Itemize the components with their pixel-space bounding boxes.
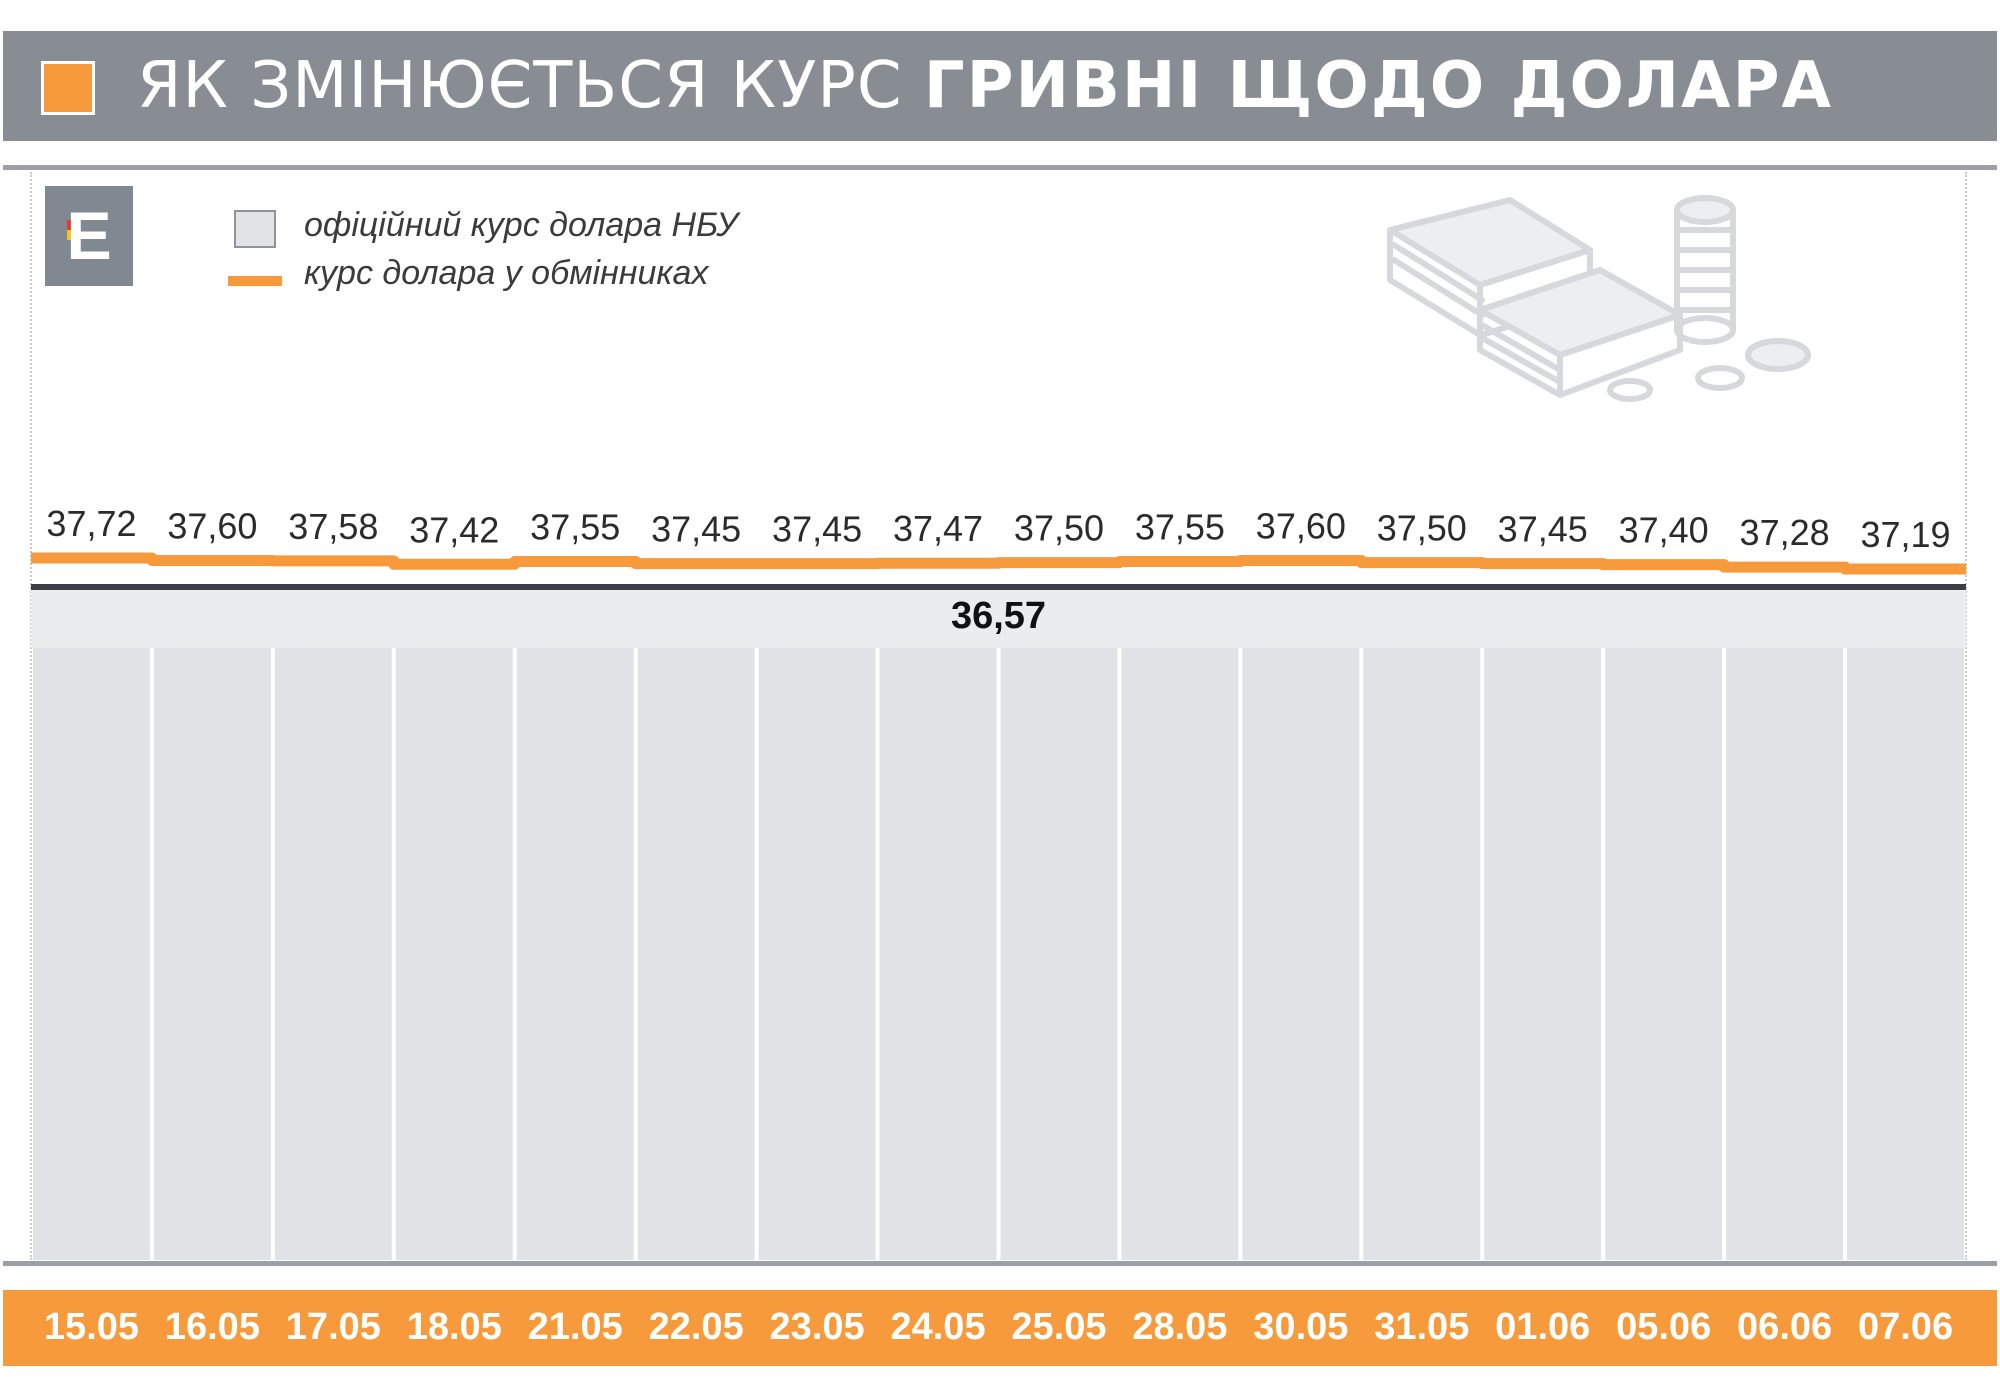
logo-red-dot xyxy=(67,220,77,230)
exchange-rate-label: 37,40 xyxy=(1619,510,1709,551)
legend-official-swatch xyxy=(234,210,276,248)
date-tick-label: 17.05 xyxy=(285,1306,381,1348)
date-tick-label: 22.05 xyxy=(648,1306,744,1348)
exchange-rate-label: 37,45 xyxy=(772,509,862,550)
official-bar xyxy=(1726,648,1844,1260)
date-axis: 15.05 16.05 17.05 18.05 21.05 22.05 23.05 24.05… xyxy=(3,1290,1997,1366)
date-tick-label: 25.05 xyxy=(1011,1306,1107,1348)
exchange-rate-labels: 37,72 37,60 37,58 37,42 37,55 37,45 37,45 37,47… xyxy=(46,503,1950,555)
date-tick-label: 30.05 xyxy=(1253,1306,1349,1348)
legend-exchange-swatch xyxy=(228,276,282,286)
exchange-rate-label: 37,47 xyxy=(893,508,983,549)
legend-official-label: офіційний курс долара НБУ xyxy=(304,206,738,244)
official-bar xyxy=(516,648,634,1260)
official-rate-baseline xyxy=(31,584,1966,590)
official-bar xyxy=(1121,648,1239,1260)
official-bar xyxy=(153,648,271,1260)
official-bar xyxy=(1000,648,1118,1260)
date-tick-label: 05.06 xyxy=(1616,1306,1712,1348)
date-tick-label: 15.05 xyxy=(43,1306,140,1348)
official-bar xyxy=(1605,648,1723,1260)
official-bar xyxy=(1242,648,1360,1260)
exchange-rate-label: 37,58 xyxy=(288,506,378,547)
date-tick-label: 07.06 xyxy=(1857,1306,1954,1348)
exchange-rate-label: 37,55 xyxy=(1135,507,1225,548)
official-bar xyxy=(33,648,150,1260)
exchange-rate-label: 37,60 xyxy=(167,506,257,547)
exchange-rate-label: 37,55 xyxy=(530,507,620,548)
exchange-rate-line xyxy=(31,552,1966,575)
legend-exchange-label: курс долара у обмінниках xyxy=(304,254,709,292)
exchange-rate-step-line xyxy=(31,552,1966,575)
exchange-rate-label: 37,45 xyxy=(1498,509,1588,550)
exchange-rate-label: 37,28 xyxy=(1740,512,1830,553)
exchange-rate-label: 37,45 xyxy=(651,509,741,550)
chart-title: ЯК ЗМІНЮЄТЬСЯ КУРС ГРИВНІ ЩОДО ДОЛАРА xyxy=(137,53,1833,119)
date-tick-label: 31.05 xyxy=(1374,1306,1470,1348)
title-bold: ГРИВНІ ЩОДО ДОЛАРА xyxy=(923,49,1833,123)
date-tick-label: 28.05 xyxy=(1132,1306,1228,1348)
official-bar xyxy=(758,648,876,1260)
official-bar xyxy=(1484,648,1602,1260)
money-stack-icon xyxy=(1387,195,1811,402)
official-bar xyxy=(1847,648,1964,1260)
exchange-rate-label: 37,50 xyxy=(1014,508,1104,549)
date-tick-label: 06.06 xyxy=(1737,1306,1833,1348)
exchange-rate-label: 37,60 xyxy=(1256,506,1346,547)
right-dotted-border xyxy=(1965,172,1967,1260)
official-bar xyxy=(395,648,513,1260)
exchange-rate-label: 37,72 xyxy=(46,503,136,544)
official-bar xyxy=(274,648,392,1260)
logo-yellow-dot xyxy=(67,230,77,240)
title-light: ЯК ЗМІНЮЄТЬСЯ КУРС xyxy=(137,49,903,123)
logo-letter: E xyxy=(66,198,112,274)
date-tick-label: 01.06 xyxy=(1495,1306,1591,1348)
e-logo-icon: E xyxy=(45,186,133,286)
date-tick-label: 23.05 xyxy=(769,1306,865,1348)
official-bar xyxy=(637,648,755,1260)
exchange-rate-label: 37,19 xyxy=(1860,514,1950,555)
exchange-rate-label: 37,50 xyxy=(1377,508,1467,549)
official-band xyxy=(31,590,1966,648)
exchange-rate-label: 37,42 xyxy=(409,509,499,550)
accent-square-icon xyxy=(41,61,95,115)
left-dotted-border xyxy=(30,172,32,1260)
official-rate-bars: 36,57 xyxy=(31,584,1966,1260)
bottom-divider xyxy=(3,1261,1997,1266)
date-tick-label: 18.05 xyxy=(406,1306,502,1348)
date-tick-label: 24.05 xyxy=(890,1306,986,1348)
official-bar xyxy=(1363,648,1481,1260)
top-divider xyxy=(3,165,1997,170)
date-tick-label: 16.05 xyxy=(164,1306,260,1348)
official-bar xyxy=(879,648,997,1260)
date-tick-label: 21.05 xyxy=(527,1306,623,1348)
header-bar: ЯК ЗМІНЮЄТЬСЯ КУРС ГРИВНІ ЩОДО ДОЛАРА xyxy=(3,31,1997,141)
official-rate-value-label: 36,57 xyxy=(951,595,1046,637)
